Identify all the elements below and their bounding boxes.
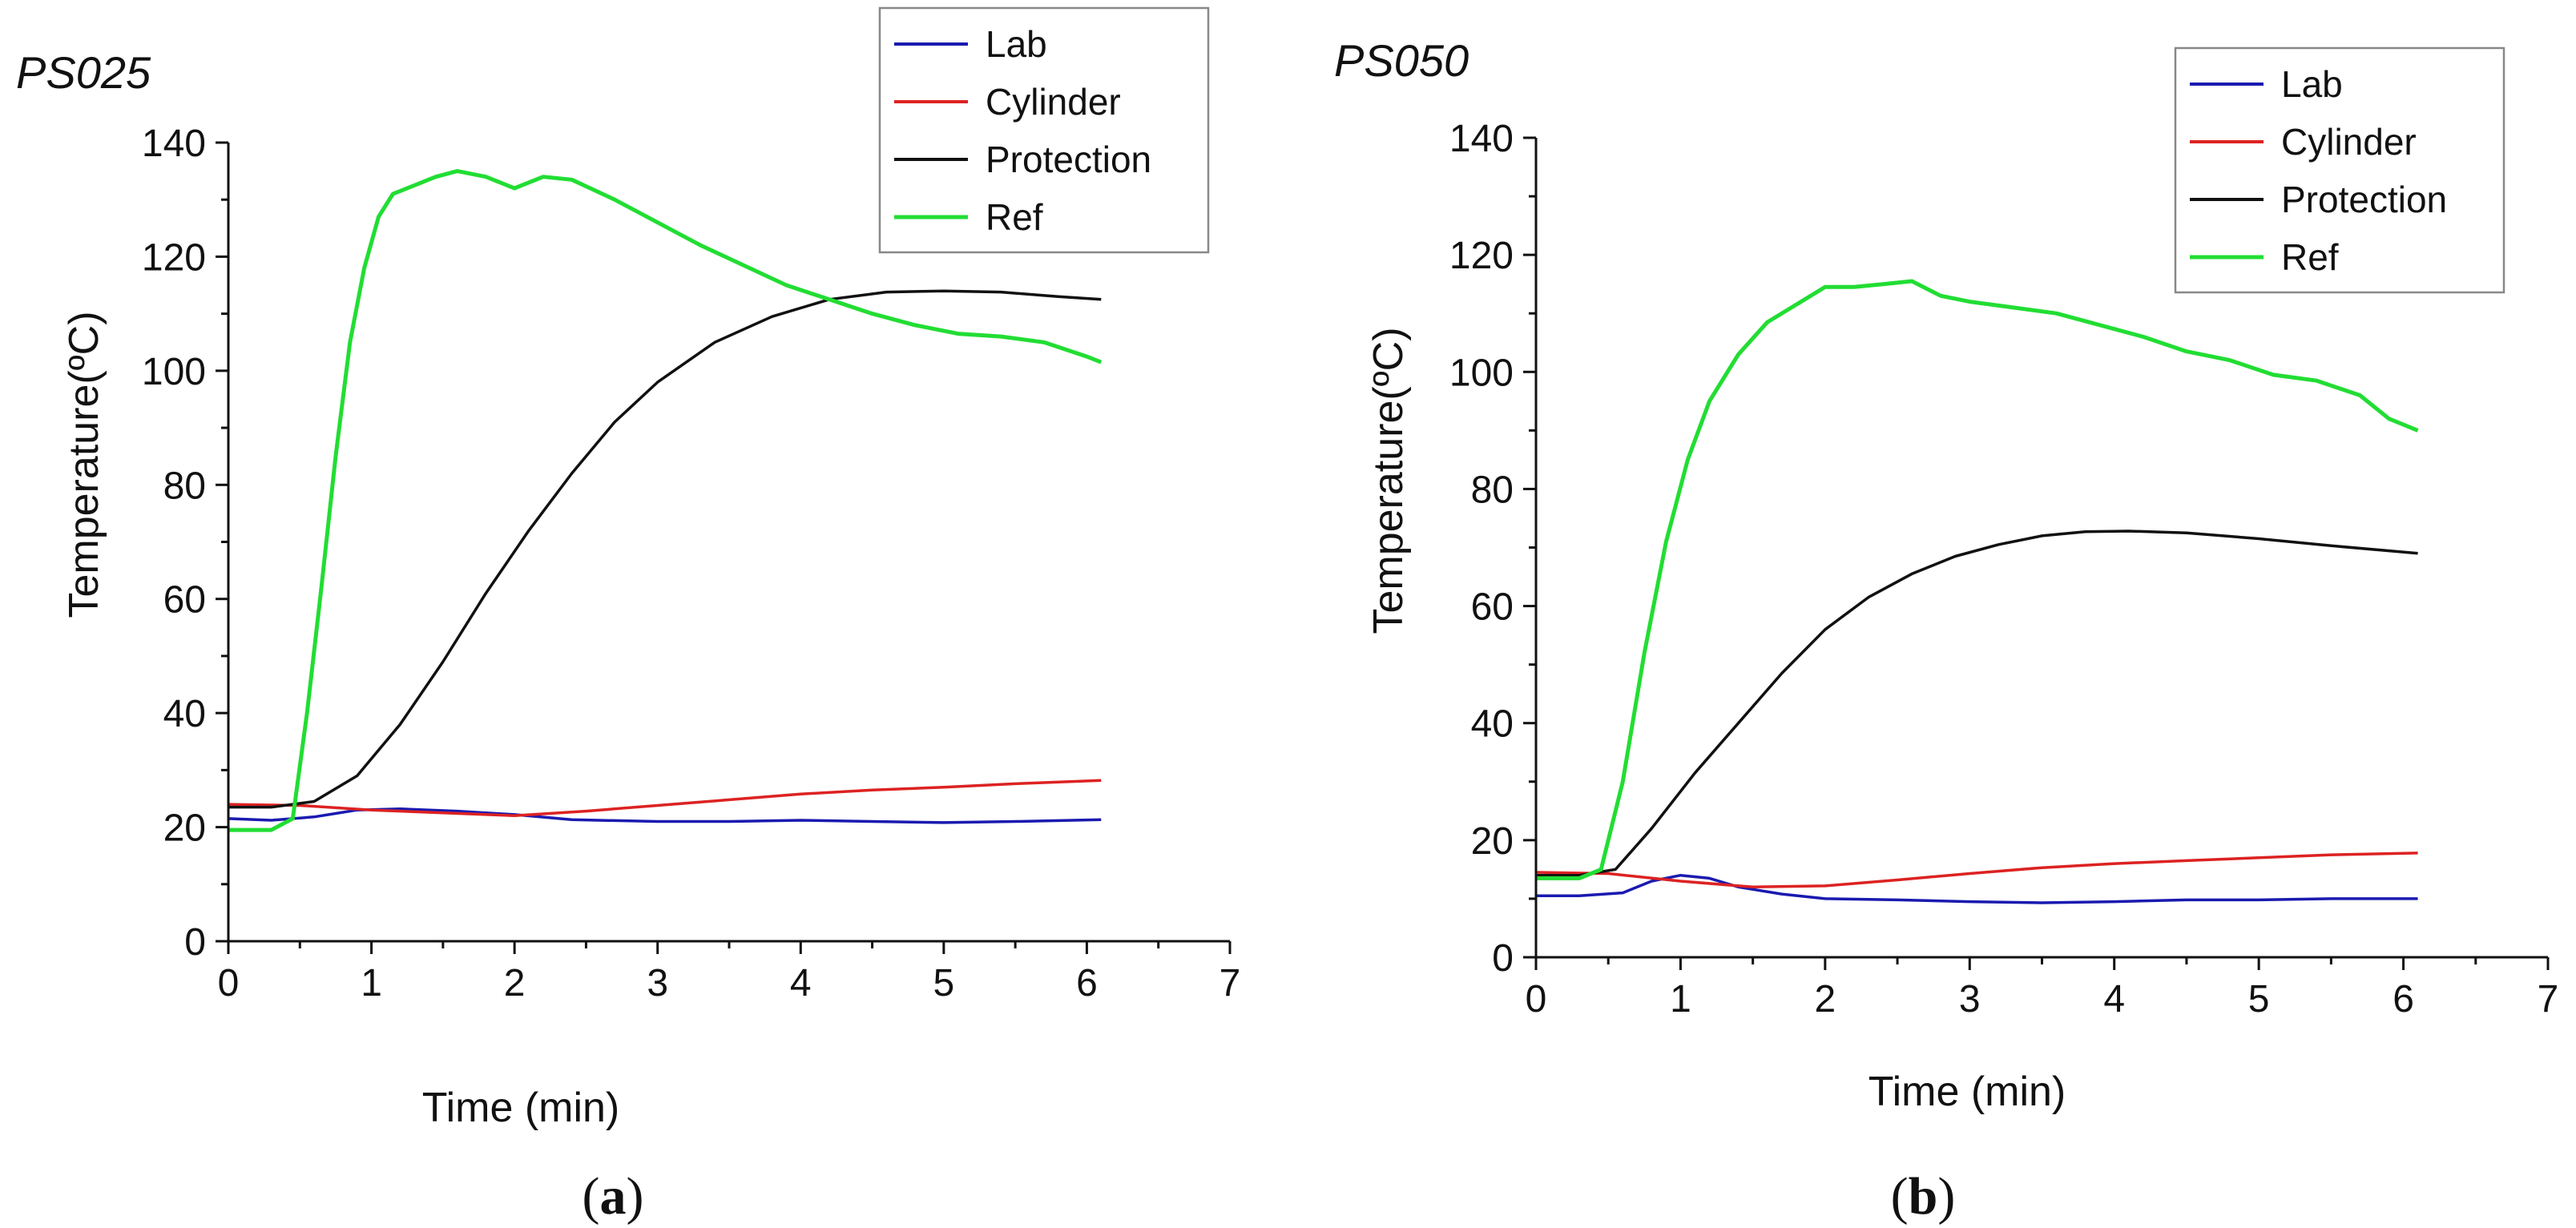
- x-tick-label-b: 4: [2103, 978, 2125, 1021]
- y-tick-label-a: 80: [163, 465, 206, 507]
- legend-label-ref-a: Ref: [986, 196, 1043, 238]
- x-tick-label-a: 6: [1076, 962, 1098, 1005]
- series-line-lab-b: [1536, 873, 2418, 904]
- chart-panel-a: 0 1 2 3 4 5 6 7 0 20 40 60 80 100 120 140 PS025 Time (m…: [16, 6, 1240, 1226]
- series-line-protection-b: [1536, 529, 2418, 877]
- x-tick-label-b: 0: [1526, 978, 1547, 1021]
- caption-b: (b): [1891, 1167, 1956, 1226]
- caption-a: (a): [583, 1167, 644, 1226]
- x-tick-label-b: 6: [2393, 978, 2414, 1021]
- series-line-ref-b: [1536, 279, 2419, 880]
- y-tick-label-b: 140: [1449, 118, 1514, 160]
- y-tick-label-a: 120: [142, 236, 206, 279]
- legend-label-cylinder-a: Cylinder: [986, 81, 1121, 123]
- series-line-lab-a: [228, 807, 1102, 824]
- legend-label-ref-b: Ref: [2281, 236, 2339, 278]
- x-tick-label-a: 3: [647, 962, 668, 1005]
- x-tick-label-a: 2: [504, 962, 526, 1005]
- legend-label-cylinder-b: Cylinder: [2281, 121, 2417, 163]
- x-tick-label-a: 0: [218, 962, 240, 1005]
- legend-box-a: [878, 6, 1210, 254]
- legend-label-protection-b: Protection: [2281, 179, 2447, 220]
- caption-letter-b: b: [1909, 1167, 1938, 1226]
- y-tick-label-a: 100: [142, 351, 206, 393]
- x-tick-label-b: 7: [2538, 978, 2559, 1021]
- chart-title-b: PS050: [1334, 35, 1469, 86]
- legend-a: Lab Cylinder Protection Ref: [878, 6, 1210, 254]
- y-tick-label-b: 100: [1449, 352, 1514, 394]
- series-line-cylinder-b: [1535, 852, 2418, 889]
- plot-area-b: 0 1 2 3 4 5 6 7 0 20 40 60 80 100 120 140: [1449, 118, 2558, 1021]
- x-tick-label-b: 3: [1959, 978, 1981, 1021]
- chart-title-a: PS025: [16, 47, 151, 98]
- y-tick-label-b: 60: [1471, 586, 1514, 629]
- x-tick-label-b: 5: [2248, 978, 2270, 1021]
- series-line-cylinder-a: [228, 779, 1102, 818]
- x-axis-title-b: Time (min): [1869, 1069, 2066, 1115]
- legend-label-lab-a: Lab: [986, 23, 1047, 65]
- x-axis-title-a: Time (min): [422, 1085, 620, 1131]
- y-axis-title-a: Temperature(ºC): [61, 311, 107, 618]
- legend-box-b: [2174, 46, 2505, 294]
- y-tick-label-a: 60: [163, 579, 206, 622]
- y-tick-label-b: 40: [1471, 703, 1514, 746]
- y-axis-title-b: Temperature(ºC): [1365, 327, 1412, 634]
- y-tick-label-b: 120: [1449, 235, 1514, 277]
- chart-panel-b: 0 1 2 3 4 5 6 7 0 20 40 60 80 100 120 140 PS050 Time (m…: [1334, 35, 2558, 1226]
- y-tick-label-a: 0: [184, 921, 206, 964]
- y-tick-label-b: 0: [1492, 937, 1514, 980]
- x-tick-label-a: 1: [361, 962, 382, 1005]
- y-tick-label-a: 140: [142, 123, 206, 165]
- y-tick-label-b: 80: [1471, 469, 1514, 511]
- legend-b: Lab Cylinder Protection Ref: [2174, 46, 2505, 294]
- series-line-protection-a: [228, 289, 1102, 809]
- x-tick-label-a: 5: [933, 962, 955, 1005]
- legend-label-protection-a: Protection: [986, 139, 1151, 180]
- y-tick-label-a: 40: [163, 693, 206, 735]
- y-tick-label-b: 20: [1471, 820, 1514, 863]
- caption-letter-a: a: [600, 1167, 627, 1226]
- x-tick-label-a: 4: [790, 962, 812, 1005]
- legend-label-lab-b: Lab: [2281, 63, 2343, 105]
- y-tick-label-a: 20: [163, 807, 206, 850]
- x-tick-label-b: 1: [1670, 978, 1691, 1021]
- x-tick-label-b: 2: [1815, 978, 1836, 1021]
- x-tick-label-a: 7: [1219, 962, 1241, 1005]
- series-line-ref-a: [228, 169, 1103, 832]
- plot-area-a: 0 1 2 3 4 5 6 7 0 20 40 60 80 100 120 140: [142, 123, 1240, 1005]
